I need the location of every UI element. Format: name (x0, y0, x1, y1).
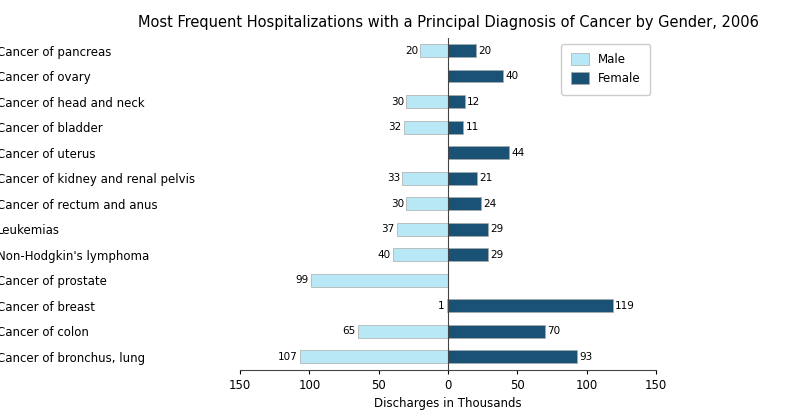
Text: 30: 30 (391, 199, 404, 209)
Bar (397, 223, 448, 236)
Text: 65: 65 (342, 326, 356, 336)
Text: 29: 29 (490, 224, 503, 234)
Bar (420, 44, 448, 57)
Bar (448, 70, 503, 82)
Text: 44: 44 (511, 148, 524, 158)
Bar (448, 197, 482, 210)
Text: 20: 20 (405, 45, 418, 55)
Text: 119: 119 (615, 301, 635, 311)
Text: 20: 20 (478, 45, 491, 55)
Bar (393, 248, 448, 261)
Text: 93: 93 (579, 352, 592, 362)
Bar (448, 121, 463, 134)
Bar (446, 299, 448, 312)
Bar (448, 95, 465, 108)
Text: 30: 30 (391, 97, 404, 107)
Text: 107: 107 (278, 352, 298, 362)
Text: 11: 11 (466, 122, 478, 132)
Text: 29: 29 (490, 250, 503, 260)
Bar (402, 172, 448, 184)
Bar (404, 121, 448, 134)
Bar (358, 325, 448, 338)
Bar (448, 248, 488, 261)
Text: 70: 70 (547, 326, 560, 336)
Text: 99: 99 (295, 275, 309, 285)
Text: 40: 40 (506, 71, 518, 81)
Text: 12: 12 (466, 97, 480, 107)
Text: 1: 1 (438, 301, 445, 311)
Text: 40: 40 (378, 250, 390, 260)
Legend: Male, Female: Male, Female (562, 44, 650, 94)
Bar (448, 350, 577, 363)
X-axis label: Discharges in Thousands: Discharges in Thousands (374, 397, 522, 410)
Bar (448, 223, 488, 236)
Bar (310, 274, 448, 286)
Title: Most Frequent Hospitalizations with a Principal Diagnosis of Cancer by Gender, 2: Most Frequent Hospitalizations with a Pr… (138, 15, 758, 30)
Text: 37: 37 (382, 224, 394, 234)
Text: 21: 21 (479, 173, 493, 183)
Text: 24: 24 (483, 199, 497, 209)
Bar (448, 325, 545, 338)
Bar (448, 172, 477, 184)
Bar (448, 299, 613, 312)
Bar (300, 350, 448, 363)
Bar (406, 95, 448, 108)
Text: 33: 33 (387, 173, 400, 183)
Text: 32: 32 (388, 122, 402, 132)
Bar (448, 44, 476, 57)
Bar (406, 197, 448, 210)
Bar (448, 146, 509, 159)
